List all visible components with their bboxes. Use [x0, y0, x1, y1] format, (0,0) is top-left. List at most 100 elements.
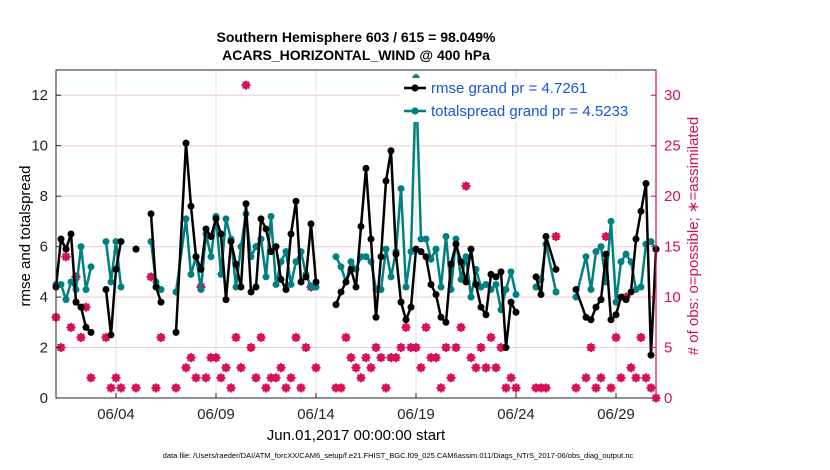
rmse-point	[597, 296, 605, 304]
obs-assimilated-point	[551, 231, 561, 242]
rmse-point	[422, 253, 430, 261]
rmse-point	[602, 250, 610, 258]
obs-assimilated-point	[376, 352, 386, 363]
obs-assimilated-star-stroke	[642, 374, 650, 382]
obs-assimilated-point	[626, 363, 636, 373]
obs-assimilated-point	[211, 352, 221, 363]
obs-assimilated-star-stroke	[372, 343, 380, 352]
spread-point	[607, 217, 615, 225]
x-axis-label: Jun.01,2017 00:00:00 start	[267, 427, 446, 444]
obs-assimilated-point	[481, 363, 491, 373]
rmse-point	[312, 278, 320, 286]
obs-assimilated-star-stroke	[292, 333, 300, 342]
spread-point	[362, 253, 370, 261]
spread-point	[452, 235, 460, 243]
obs-assimilated-point	[591, 383, 601, 393]
obs-assimilated-star-stroke	[257, 333, 265, 342]
rmse-point	[182, 139, 190, 147]
obs-assimilated-point	[476, 342, 486, 353]
obs-assimilated-star-stroke	[287, 374, 295, 382]
obs-assimilated-star-stroke	[202, 374, 210, 382]
obs-assimilated-star-stroke	[592, 384, 600, 392]
spread-point	[437, 283, 445, 291]
rmse-point	[367, 235, 375, 243]
spread-point	[187, 270, 195, 278]
spread-point	[67, 278, 75, 286]
obs-assimilated-star-stroke	[432, 353, 440, 362]
rmse-point	[277, 275, 285, 283]
spread-point	[432, 245, 440, 253]
spread-point	[387, 273, 395, 281]
obs-assimilated-point	[181, 363, 191, 373]
obs-assimilated-star-stroke	[82, 303, 90, 311]
obs-assimilated-point	[216, 373, 226, 383]
legend: rmse grand pr = 4.7261 totalspread grand…	[400, 78, 650, 122]
rmse-point	[347, 265, 355, 273]
spread-point	[62, 296, 70, 304]
rmse-point	[352, 283, 360, 291]
obs-assimilated-star-stroke	[222, 364, 230, 372]
rmse-point	[587, 316, 595, 324]
spread-point	[347, 258, 355, 266]
rmse-point	[447, 260, 455, 268]
obs-assimilated-point	[201, 373, 211, 383]
rmse-point	[227, 238, 235, 246]
rmse-point	[112, 265, 120, 273]
rmse-point	[592, 303, 600, 311]
obs-assimilated-point	[601, 231, 611, 242]
obs-assimilated-point	[606, 383, 616, 393]
rmse-point	[132, 245, 140, 253]
plot-area	[51, 74, 661, 403]
obs-assimilated-point	[391, 352, 401, 363]
x-tick-label: 06/14	[297, 406, 335, 423]
rmse-point	[187, 202, 195, 210]
obs-assimilated-point	[276, 363, 286, 373]
rmse-line	[54, 141, 658, 357]
y-tick-label-left: 10	[31, 138, 48, 155]
obs-assimilated-point	[341, 332, 351, 343]
rmse-point	[622, 296, 630, 304]
rmse-point	[497, 268, 505, 276]
rmse-point	[157, 298, 165, 306]
spread-point	[482, 280, 490, 288]
obs-assimilated-star-stroke	[242, 81, 250, 89]
obs-assimilated-star-stroke	[452, 343, 460, 352]
obs-assimilated-point	[421, 322, 431, 333]
obs-assimilated-star-stroke	[77, 333, 85, 342]
obs-assimilated-star-stroke	[132, 384, 140, 392]
obs-assimilated-point	[241, 80, 251, 90]
rmse-point	[362, 164, 370, 172]
spread-point	[282, 248, 290, 256]
spread-point	[287, 280, 295, 288]
obs-assimilated-star-stroke	[277, 364, 285, 372]
spread-point	[492, 280, 500, 288]
rmse-point	[647, 351, 655, 359]
obs-assimilated-point	[291, 332, 301, 343]
spread-point	[272, 280, 280, 288]
spread-point	[467, 293, 475, 301]
rmse-point	[372, 313, 380, 321]
spread-point	[402, 283, 410, 291]
rmse-point	[202, 225, 210, 233]
obs-assimilated-star-stroke	[412, 343, 420, 352]
rmse-point	[67, 230, 75, 238]
rmse-point	[637, 207, 645, 215]
obs-assimilated-point	[491, 363, 501, 373]
obs-assimilated-star-stroke	[637, 333, 645, 342]
rmse-point	[397, 298, 405, 306]
obs-assimilated-point	[646, 383, 656, 393]
spread-point	[112, 238, 120, 246]
rmse-point	[222, 296, 230, 304]
obs-assimilated-star-stroke	[377, 353, 385, 362]
obs-assimilated-star-stroke	[487, 333, 495, 342]
rmse-point	[382, 177, 390, 185]
rmse-point	[197, 265, 205, 273]
obs-assimilated-point	[76, 332, 86, 343]
spread-point	[337, 263, 345, 271]
obs-assimilated-point	[451, 342, 461, 353]
y-tick-label-left: 6	[40, 239, 48, 256]
obs-assimilated-point	[116, 383, 126, 393]
y-tick-label-left: 12	[31, 87, 48, 104]
obs-assimilated-point	[361, 352, 371, 363]
obs-assimilated-point	[286, 373, 296, 383]
